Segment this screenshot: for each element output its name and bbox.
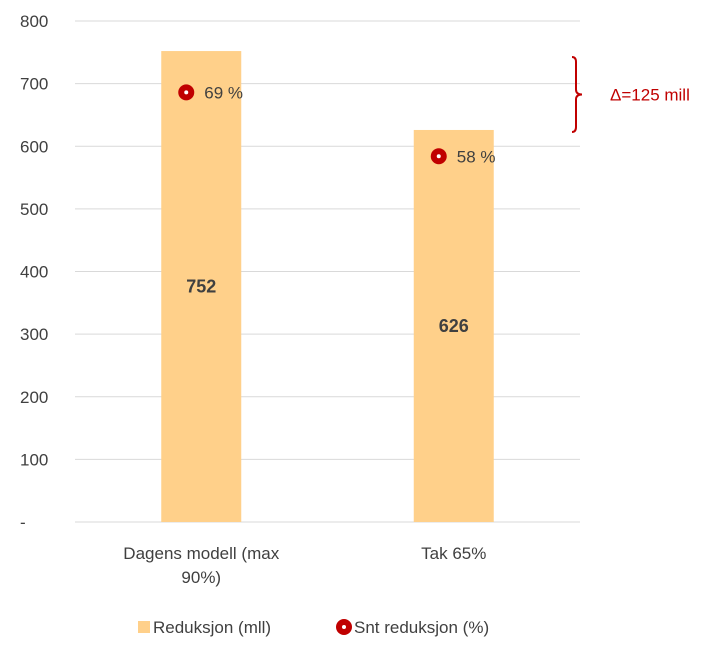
y-tick-label: 400: [20, 263, 48, 282]
delta-annotation: Δ=125 mill: [610, 86, 690, 105]
bar: [161, 51, 242, 523]
y-tick-label: 800: [20, 12, 48, 31]
delta-bracket: [571, 56, 583, 133]
y-tick-label: 100: [20, 450, 48, 469]
y-tick-label: 200: [20, 388, 48, 407]
legend-marker-points-center: [342, 625, 346, 629]
scatter-point-center: [184, 90, 189, 95]
y-tick-label: 700: [20, 75, 48, 94]
bar-value-label: 626: [439, 316, 469, 336]
y-tick-label: 500: [20, 200, 48, 219]
bar: [413, 129, 494, 522]
category-label: Tak 65%: [421, 544, 486, 563]
category-label-line: Tak 65%: [421, 544, 486, 563]
y-tick-label: 300: [20, 325, 48, 344]
category-label-line: 90%): [181, 568, 221, 587]
y-tick-label: -: [20, 513, 26, 532]
legend-label-points: Snt reduksjon (%): [354, 618, 489, 637]
scatter-point-center: [436, 154, 441, 159]
category-label: Dagens modell (max 90%): [123, 544, 279, 587]
legend-label-bars: Reduksjon (mll): [153, 618, 271, 637]
point-value-label: 58 %: [457, 147, 496, 166]
y-tick-label: 600: [20, 137, 48, 156]
category-label-line: Dagens modell (max: [123, 544, 279, 563]
legend-swatch-bars: [138, 621, 150, 633]
bar-value-label: 752: [186, 277, 216, 297]
point-value-label: 69 %: [204, 83, 243, 102]
